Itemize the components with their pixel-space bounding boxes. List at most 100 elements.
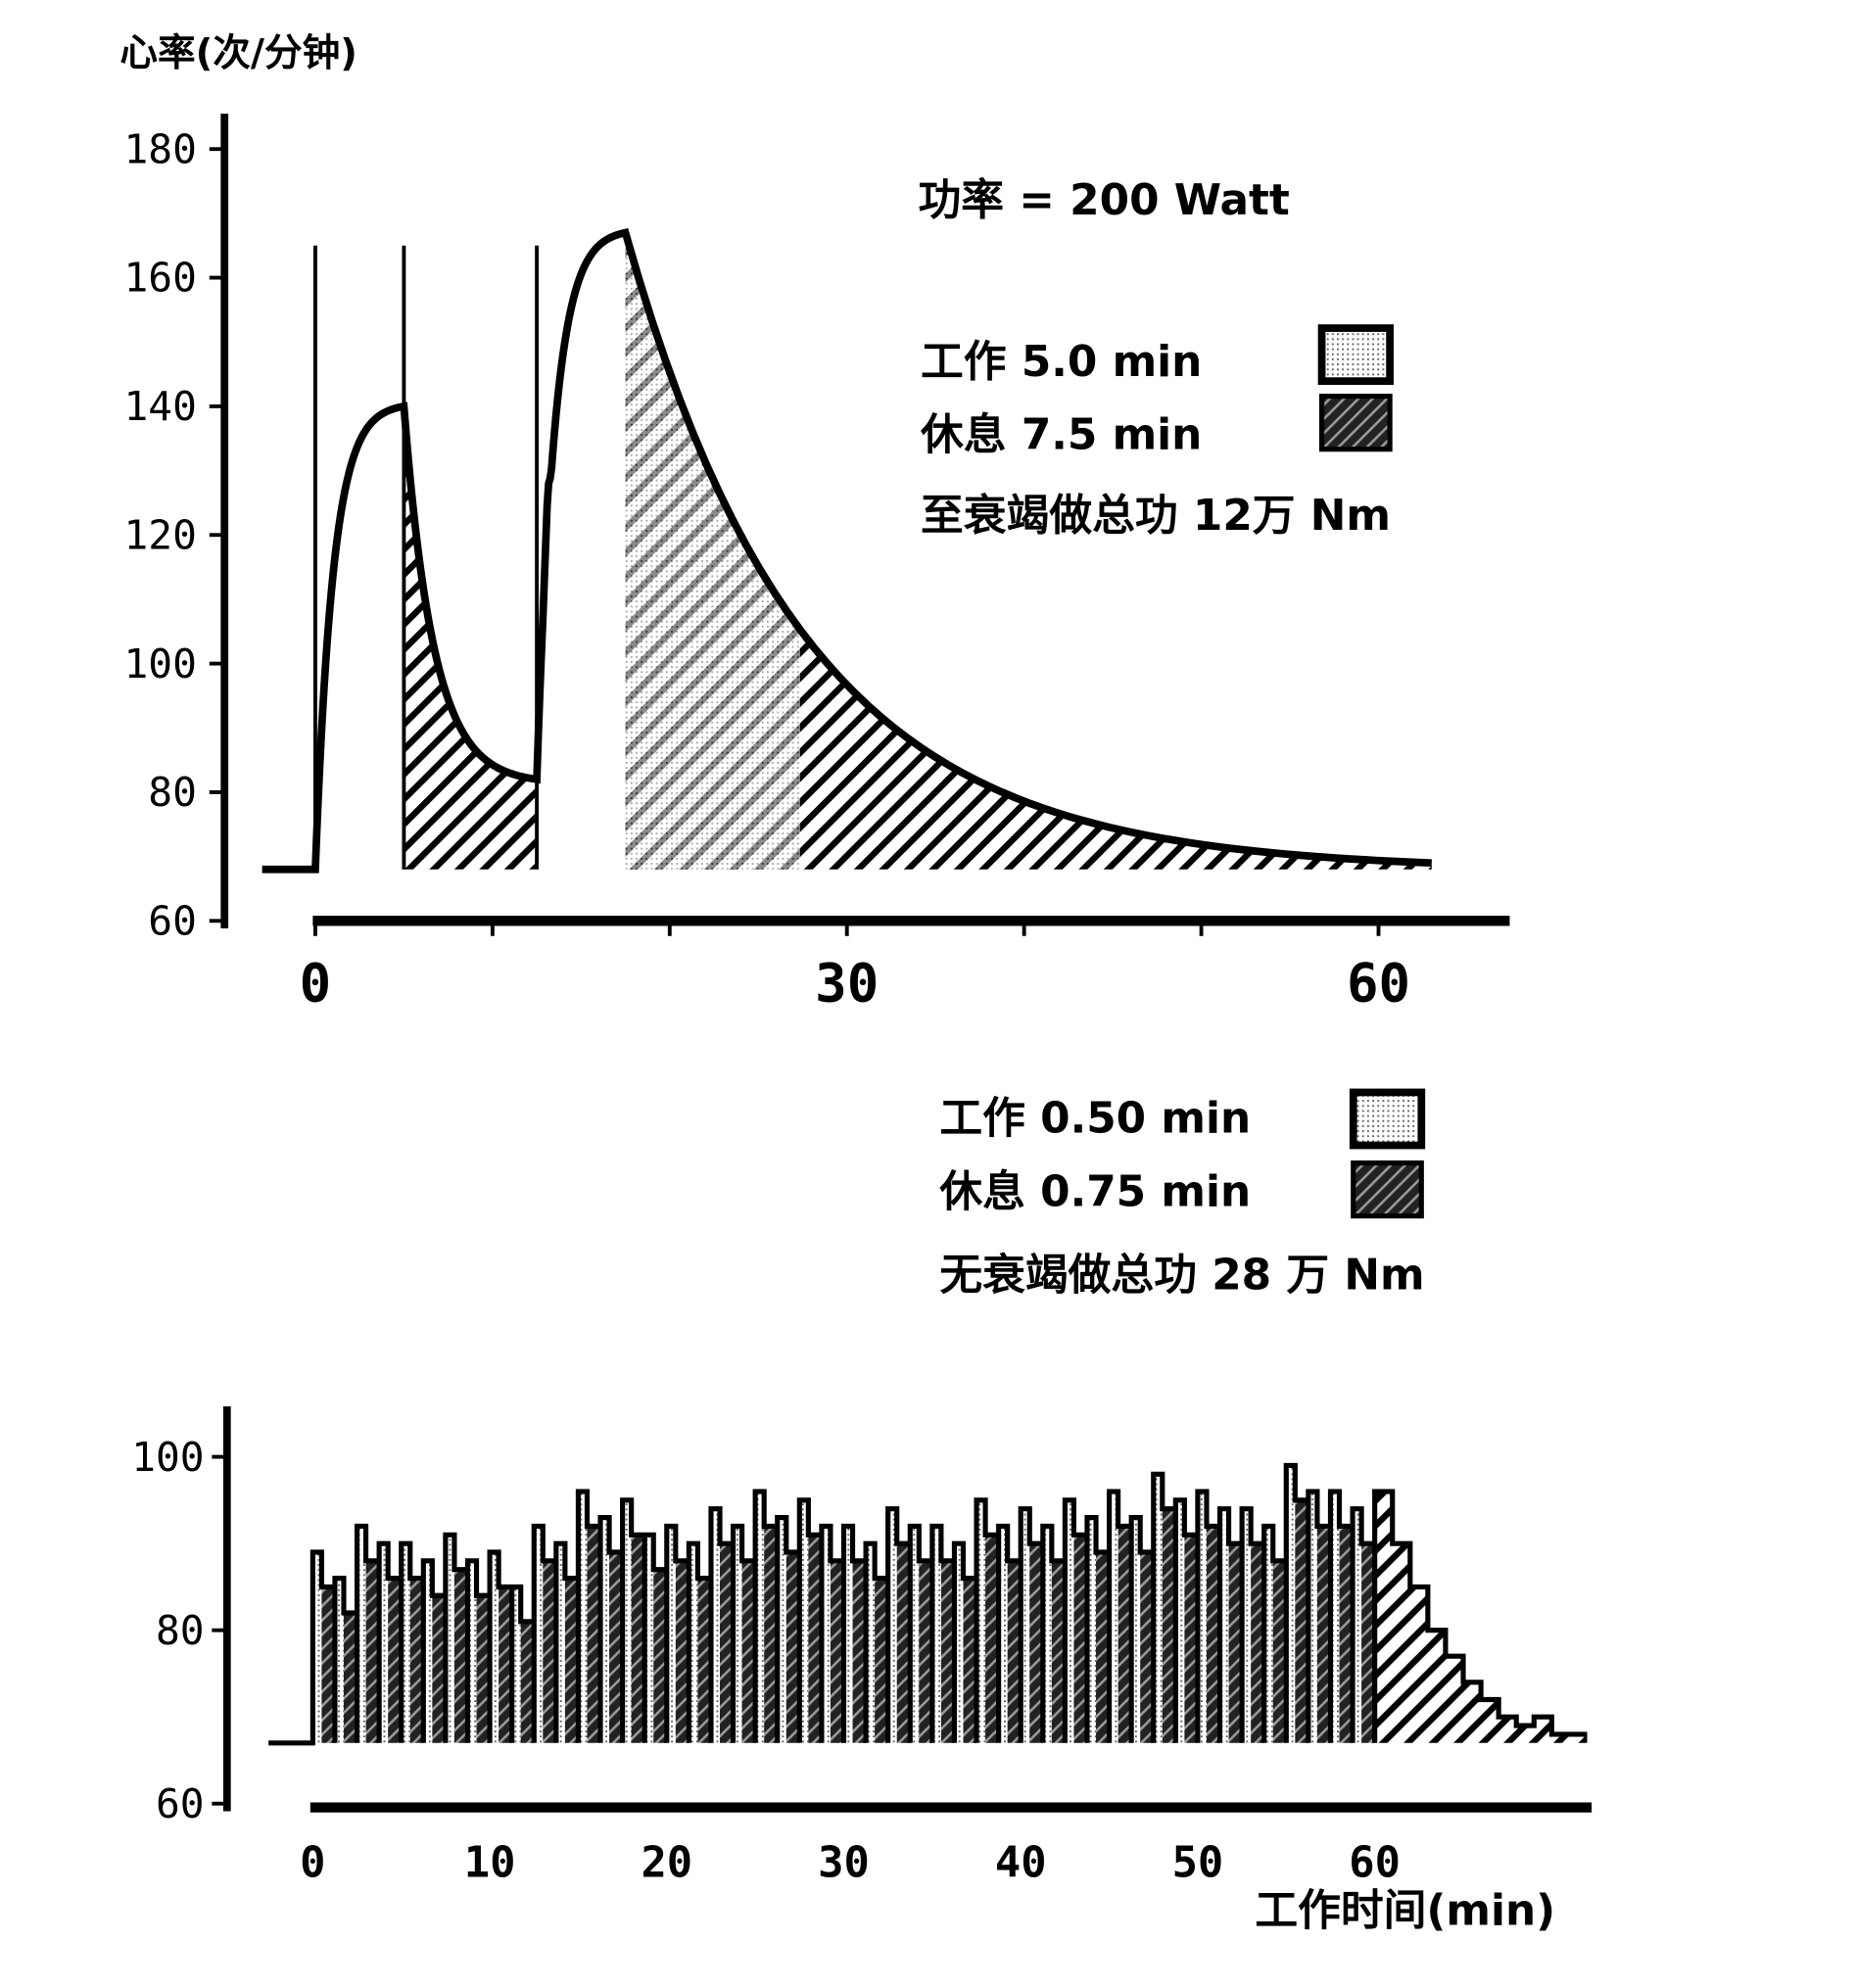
bottom-rest-bar: [830, 1560, 844, 1743]
bottom-rest-bar: [587, 1526, 601, 1743]
bottom-rest-bar: [675, 1560, 689, 1743]
bottom-plot: 60 80 100 0 10 20 30 40 50 60: [131, 1406, 1593, 1887]
bottom-work-bar: [843, 1526, 853, 1743]
bottom-x-tick-label: 50: [1172, 1837, 1224, 1887]
bottom-work-bar: [1263, 1526, 1273, 1743]
bottom-work-bar: [821, 1526, 831, 1743]
bottom-work-bar: [887, 1508, 897, 1743]
bottom-work-bar: [1219, 1508, 1229, 1743]
bottom-work-bar: [312, 1551, 322, 1743]
bottom-x-tick-label: 20: [641, 1837, 692, 1887]
bottom-rest-bar: [409, 1578, 424, 1743]
bottom-legend-work: 工作 0.50 min: [939, 1094, 1251, 1144]
bottom-rest-bar: [764, 1526, 778, 1743]
top-y-tick-label: 60: [148, 897, 197, 944]
bottom-rest-bar: [1272, 1560, 1287, 1743]
top-y-tick-label: 100: [123, 640, 196, 687]
bottom-work-bar: [976, 1499, 986, 1743]
bottom-rest-bar: [388, 1578, 402, 1743]
bottom-work-bar: [1242, 1508, 1252, 1743]
bottom-work-bar: [954, 1543, 964, 1743]
bottom-rest-bar: [1007, 1560, 1022, 1743]
top-y-tick-label: 180: [123, 125, 196, 172]
bottom-rest-bar: [1117, 1526, 1132, 1743]
bottom-rest-bar: [343, 1612, 357, 1743]
bottom-rest-bar: [985, 1535, 999, 1743]
bottom-work-bar: [1175, 1499, 1185, 1743]
bottom-rest-bar: [1228, 1543, 1243, 1743]
bottom-work-bar: [644, 1535, 654, 1743]
top-chart-title: 功率 = 200 Watt: [918, 175, 1289, 225]
bottom-work-bar: [931, 1526, 941, 1743]
bottom-rest-bar: [963, 1578, 977, 1743]
bottom-heart-rate-line: [268, 1462, 1588, 1746]
bottom-legend-work-swatch: [1349, 1088, 1426, 1150]
bottom-work-bar: [467, 1560, 477, 1743]
top-legend-rest: 休息 7.5 min: [920, 410, 1202, 460]
bottom-work-bar: [1153, 1474, 1163, 1743]
bottom-rest-bar: [1162, 1508, 1176, 1743]
bottom-x-tick-label: 0: [300, 1837, 325, 1887]
bottom-work-bar: [1131, 1517, 1141, 1743]
bottom-rest-bar: [543, 1560, 556, 1743]
bottom-x-tick-label: 10: [464, 1837, 516, 1887]
bottom-work-bar: [1086, 1517, 1097, 1743]
bottom-rest-bar: [1096, 1551, 1110, 1743]
top-x-tick-label: 30: [815, 953, 879, 1015]
bottom-work-bar: [998, 1526, 1008, 1743]
bottom-rest-bar: [564, 1578, 579, 1743]
bottom-rest-bar: [1316, 1526, 1331, 1743]
bottom-work-bar: [710, 1508, 721, 1743]
bottom-rest-bar: [453, 1569, 468, 1743]
bottom-rest-bar: [1073, 1535, 1087, 1743]
bottom-rest-bar: [653, 1569, 667, 1743]
bottom-work-bar: [1307, 1491, 1317, 1743]
top-y-axis-label: 心率(次/分钟): [119, 31, 357, 75]
bottom-work-bar: [334, 1578, 344, 1743]
top-y-tick-label: 80: [148, 769, 197, 816]
bottom-work-bar: [357, 1526, 366, 1743]
bottom-y-tick-label: 60: [156, 1780, 205, 1827]
bottom-work-bar: [689, 1543, 698, 1743]
bottom-work-bar: [490, 1551, 499, 1743]
bottom-legend-rest: 休息 0.75 min: [938, 1166, 1251, 1216]
bottom-work-bar: [666, 1526, 676, 1743]
bottom-y-tick-label: 100: [131, 1434, 204, 1481]
bottom-rest-bar: [365, 1560, 380, 1743]
top-legend-note: 至衰竭做总功 12万 Nm: [921, 491, 1391, 541]
bottom-work-bar: [799, 1499, 809, 1743]
top-legend-rest-swatch: [1318, 394, 1393, 452]
bottom-rest-bar: [852, 1560, 867, 1743]
bottom-work-bar: [1286, 1465, 1296, 1743]
bottom-rest-bar: [1251, 1543, 1264, 1743]
bottom-recovery-area: [1374, 1491, 1588, 1743]
bottom-work-bar: [600, 1517, 610, 1743]
top-y-tick-label: 160: [123, 255, 196, 302]
bottom-rest-bar: [1206, 1526, 1220, 1743]
bottom-work-bar: [1197, 1491, 1207, 1743]
bottom-x-axis-label: 工作时间(min): [1255, 1885, 1555, 1935]
bottom-rest-bar: [1184, 1535, 1198, 1743]
bottom-rest-bar: [1295, 1499, 1308, 1743]
bottom-rest-bar: [520, 1621, 535, 1743]
top-y-tick-label: 140: [123, 383, 196, 430]
bottom-rest-bar: [697, 1578, 711, 1743]
bottom-rest-bar: [741, 1560, 756, 1743]
bottom-work-bar: [445, 1535, 454, 1743]
bottom-y-tick-label: 80: [156, 1607, 205, 1654]
top-rest-area: [404, 405, 538, 870]
bottom-work-bar: [511, 1586, 521, 1743]
bottom-work-bar: [622, 1499, 632, 1743]
bottom-rest-bar: [1140, 1551, 1154, 1743]
top-legend: 工作 5.0 min 休息 7.5 min 至衰竭做总功 12万 Nm: [920, 324, 1394, 541]
top-legend-work: 工作 5.0 min: [921, 337, 1202, 387]
bottom-work-bar: [1042, 1526, 1052, 1743]
bottom-rest-bar: [476, 1595, 491, 1743]
bottom-rest-bar: [919, 1560, 932, 1743]
bottom-rest-bar: [1051, 1560, 1066, 1743]
bottom-x-tick-label: 40: [995, 1837, 1047, 1887]
bottom-legend-note: 无衰竭做总功 28 万 Nm: [939, 1250, 1424, 1300]
bottom-work-bar: [401, 1543, 410, 1743]
bottom-rest-bar: [1361, 1543, 1375, 1743]
bottom-rest-bar: [609, 1551, 623, 1743]
